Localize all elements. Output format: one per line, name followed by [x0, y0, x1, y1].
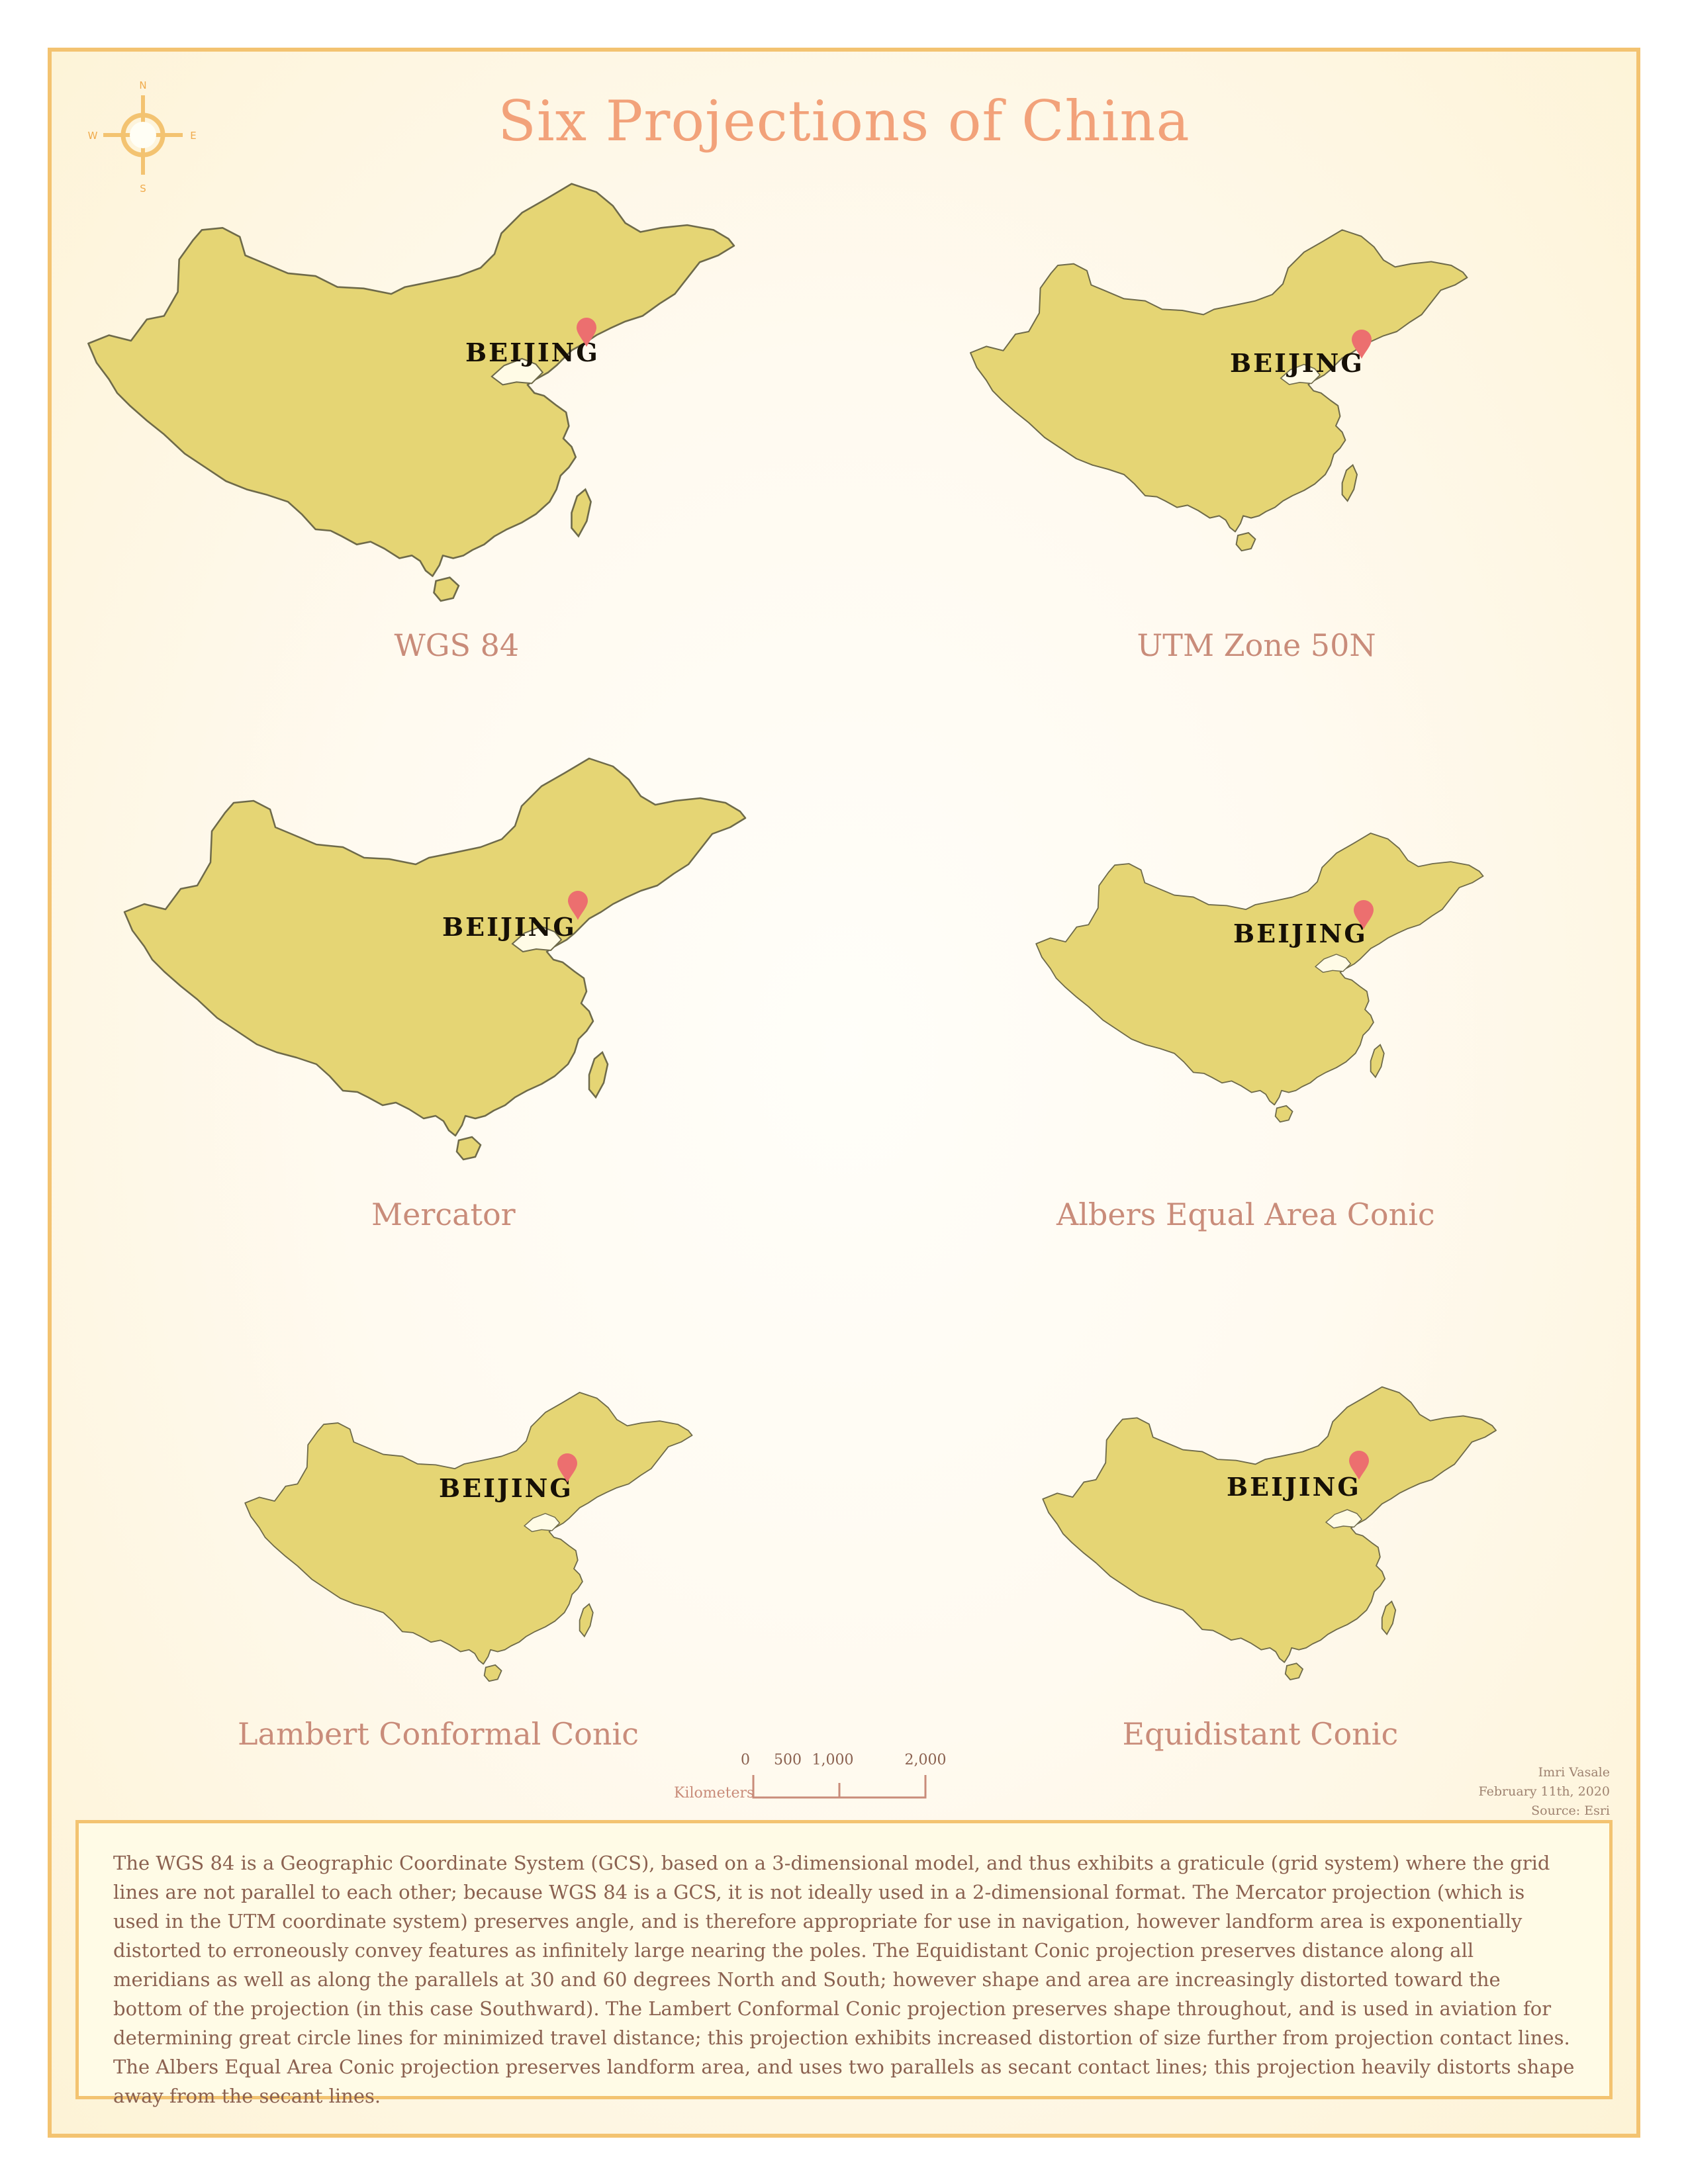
compass-rose-icon: N S E W [88, 79, 197, 195]
map-poster: Six Projections of China N S E W BEIJING… [48, 48, 1640, 2138]
location-pin-icon [567, 891, 589, 921]
projection-label-equidistant: Equidistant Conic [1122, 1716, 1399, 1752]
author: Imri Vasale [1538, 1765, 1610, 1780]
china-map-utm-zone-50n [965, 201, 1495, 611]
projection-label-albers: Albers Equal Area Conic [1056, 1197, 1435, 1232]
china-map-mercator [118, 707, 780, 1250]
compass-north: N [139, 79, 146, 91]
location-pin-icon [1350, 330, 1373, 360]
location-pin-icon [1348, 1451, 1370, 1481]
location-pin-icon [1352, 900, 1375, 931]
description-box: The WGS 84 is a Geographic Coordinate Sy… [75, 1820, 1613, 2107]
scale-tick-label: 500 [774, 1752, 802, 1768]
compass-east: E [190, 130, 196, 142]
city-label-beijing: BEIJING [1233, 919, 1368, 948]
projection-label-wgs84: WGS 84 [394, 627, 520, 663]
description-text: The WGS 84 is a Geographic Coordinate Sy… [113, 1852, 1575, 2107]
projection-label-mercator: Mercator [371, 1197, 516, 1232]
location-pin-icon [575, 318, 598, 348]
projection-label-lambert: Lambert Conformal Conic [238, 1716, 639, 1752]
scale-tick-label: 2,000 [905, 1752, 947, 1768]
city-label-beijing: BEIJING [439, 1473, 573, 1503]
scale-unit-label: Kilometers [674, 1785, 754, 1801]
compass-south: S [140, 183, 146, 195]
compass-west: W [88, 130, 98, 142]
china-map-equidistant [1038, 1332, 1521, 1762]
map-credits: Imri Vasale February 11th, 2020 Source: … [1478, 1763, 1610, 1821]
city-label-beijing: BEIJING [442, 912, 577, 942]
scale-bar: Kilometers 0 500 1,000 2,000 [674, 1752, 947, 1801]
city-label-beijing: BEIJING [1227, 1472, 1361, 1502]
china-map-lambert [240, 1339, 717, 1762]
city-label-beijing: BEIJING [465, 338, 600, 367]
location-pin-icon [556, 1453, 579, 1484]
projection-label-utm: UTM Zone 50N [1137, 627, 1376, 663]
source: Source: Esri [1531, 1803, 1610, 1818]
city-label-beijing: BEIJING [1230, 348, 1364, 378]
page-title: Six Projections of China [498, 89, 1190, 154]
date: February 11th, 2020 [1478, 1784, 1610, 1799]
scale-tick-label: 1,000 [812, 1752, 854, 1768]
scale-tick-label: 0 [741, 1752, 750, 1768]
china-map-wgs84 [81, 177, 770, 647]
china-map-albers [1031, 766, 1508, 1216]
